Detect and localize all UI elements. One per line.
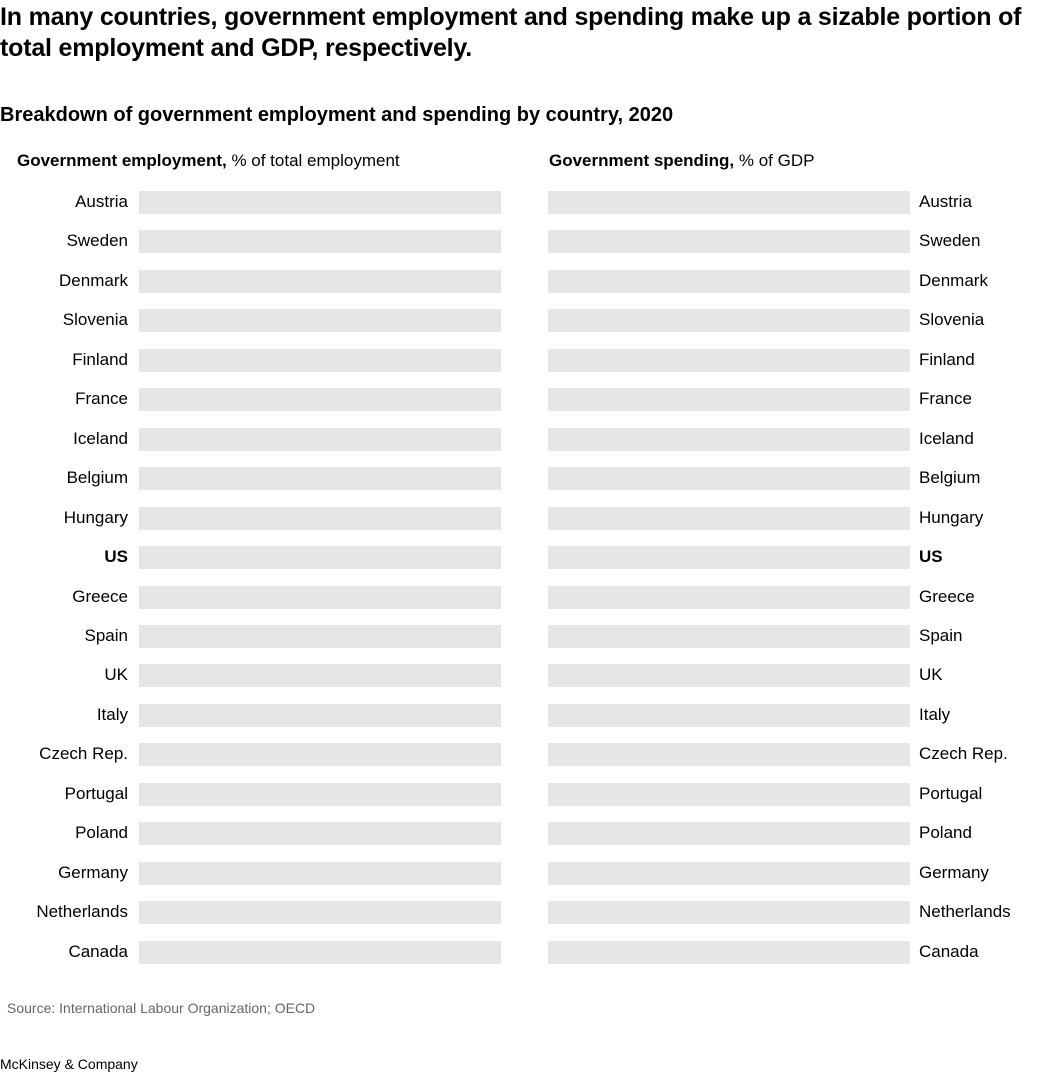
- spending-bar-track: [548, 822, 910, 846]
- panel-label-unit: % of total employment: [226, 151, 400, 170]
- employment-bar-track: [139, 703, 501, 727]
- category-label-left: Slovenia: [62, 310, 128, 330]
- chart-subtitle: Breakdown of government employment and s…: [0, 104, 674, 126]
- spending-bar-track: [548, 782, 910, 806]
- category-label-right: Spain: [919, 625, 963, 645]
- spending-bar-track: [548, 388, 910, 412]
- category-label-left: Czech Rep.: [39, 744, 128, 764]
- employment-bar-track: [139, 861, 501, 885]
- employment-bar-track: [139, 901, 501, 925]
- category-label-right: Germany: [919, 862, 989, 882]
- category-label-right: Hungary: [919, 507, 984, 527]
- spending-bar-track: [548, 348, 910, 372]
- category-label-right: Belgium: [919, 468, 981, 488]
- brand-logo: McKinsey & Company: [0, 1056, 138, 1072]
- category-label-right: France: [919, 389, 972, 409]
- employment-bar-track: [139, 940, 501, 964]
- category-label-left: Greece: [72, 586, 128, 606]
- category-label-right: Slovenia: [919, 310, 985, 330]
- category-label-right: Sweden: [919, 231, 981, 251]
- category-label-right: US: [919, 547, 943, 567]
- spending-bar-track: [548, 230, 910, 254]
- category-label-left: Netherlands: [36, 902, 128, 922]
- spending-bar-track: [548, 467, 910, 491]
- panel-label-bold: Government employment,: [17, 151, 227, 170]
- category-label-left: UK: [104, 665, 128, 685]
- employment-bar-track: [139, 427, 501, 451]
- employment-bar-track: [139, 309, 501, 333]
- panel-label-unit: % of GDP: [734, 151, 815, 170]
- employment-bar-track: [139, 467, 501, 491]
- spending-bar-track: [548, 269, 910, 293]
- category-label-left: Canada: [68, 941, 128, 961]
- spending-bar-track: [548, 624, 910, 648]
- employment-bar-track: [139, 191, 501, 214]
- employment-bar-track: [139, 230, 501, 254]
- spending-bar-track: [548, 309, 910, 333]
- employment-bar-track: [139, 388, 501, 412]
- category-label-left: Spain: [84, 625, 128, 645]
- spending-bar-track: [548, 585, 910, 609]
- source-note: Source: International Labour Organizatio…: [7, 1000, 316, 1016]
- category-label-right: Denmark: [919, 270, 988, 290]
- category-label-right: Italy: [919, 704, 951, 724]
- spending-bar-track: [548, 546, 910, 570]
- category-label-left: US: [104, 547, 128, 567]
- category-label-right: Finland: [919, 349, 975, 369]
- category-label-left: Portugal: [64, 783, 128, 803]
- spending-bar-track: [548, 743, 910, 767]
- category-label-right: Czech Rep.: [919, 744, 1008, 764]
- employment-bar-track: [139, 585, 501, 609]
- employment-bar-track: [139, 269, 501, 293]
- category-label-right: UK: [919, 665, 943, 685]
- spending-bar-track: [548, 901, 910, 925]
- employment-bar-track: [139, 822, 501, 846]
- category-label-left: Italy: [96, 704, 128, 724]
- employment-bar-track: [139, 664, 501, 688]
- panel-header-spending: Government spending, % of GDP: [549, 151, 814, 171]
- employment-bar-track: [139, 546, 501, 570]
- category-label-left: Germany: [58, 862, 128, 882]
- panel-label-bold: Government spending,: [549, 151, 735, 170]
- category-label-right: Portugal: [919, 783, 983, 803]
- chart-title: In many countries, government employment…: [0, 3, 1022, 62]
- category-label-left: Sweden: [66, 231, 128, 251]
- category-label-right: Poland: [919, 823, 972, 843]
- employment-bar-track: [139, 782, 501, 806]
- spending-bar-track: [548, 861, 910, 885]
- employment-bar-track: [139, 743, 501, 767]
- spending-bar-track: [548, 940, 910, 964]
- category-label-left: Denmark: [59, 270, 128, 290]
- employment-bar-track: [139, 506, 501, 530]
- category-label-right: Austria: [919, 192, 972, 211]
- category-label-left: Poland: [75, 823, 128, 843]
- spending-bar-track: [548, 191, 910, 214]
- category-label-left: Iceland: [73, 428, 128, 448]
- spending-bar-track: [548, 427, 910, 451]
- category-label-right: Canada: [919, 941, 979, 961]
- category-label-left: Austria: [75, 192, 128, 211]
- category-label-right: Iceland: [919, 428, 974, 448]
- category-label-left: Finland: [72, 349, 128, 369]
- category-label-right: Greece: [919, 586, 975, 606]
- category-label-left: Hungary: [63, 507, 128, 527]
- panel-header-employment: Government employment, % of total employ…: [17, 151, 400, 171]
- employment-bar-track: [139, 348, 501, 372]
- employment-bar-track: [139, 624, 501, 648]
- spending-bar-track: [548, 703, 910, 727]
- spending-bar-track: [548, 664, 910, 688]
- category-label-left: Belgium: [66, 468, 128, 488]
- category-label-left: France: [75, 389, 128, 409]
- category-label-right: Netherlands: [919, 902, 1011, 922]
- spending-bar-track: [548, 506, 910, 530]
